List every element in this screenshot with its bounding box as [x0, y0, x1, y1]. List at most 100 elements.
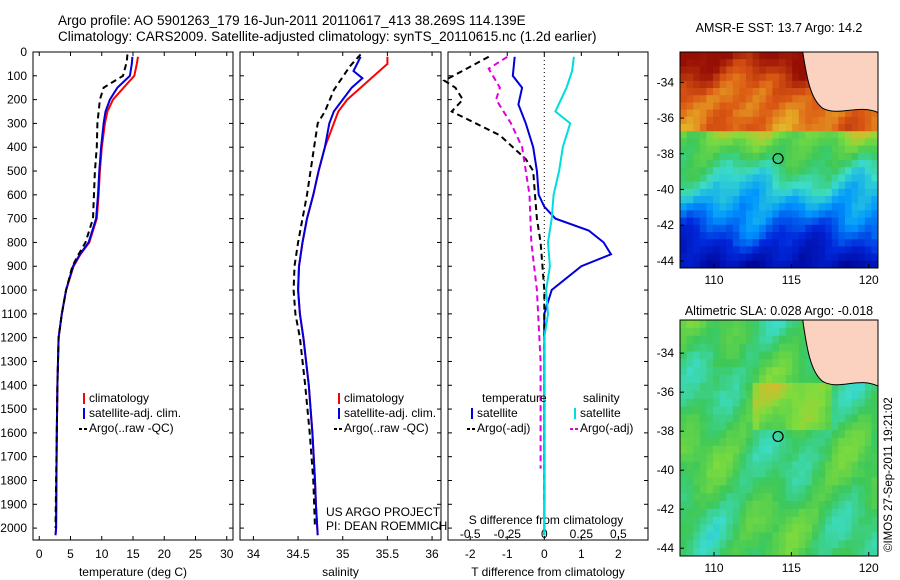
map-cell [686, 422, 694, 431]
map-cell [798, 203, 806, 211]
map-cell [792, 102, 800, 111]
map-cell [713, 239, 721, 247]
map-cell [792, 343, 800, 353]
map-cell [864, 181, 872, 190]
map-cell [726, 102, 734, 111]
map-cell [792, 138, 800, 147]
map-frame [679, 51, 879, 269]
map-x-tick-label: 120 [859, 561, 879, 575]
map-cell [864, 152, 872, 161]
legend-entry: climatology [344, 391, 404, 405]
map-cell [726, 88, 734, 96]
map-cell [805, 398, 813, 408]
map-cell [792, 124, 800, 132]
map-cell [739, 95, 747, 103]
legend-entry: climatology [89, 391, 149, 405]
map-cell [726, 217, 734, 226]
map-cell [812, 524, 820, 533]
map-cell [785, 430, 793, 439]
map-cell [812, 516, 820, 526]
map-cell [798, 390, 806, 400]
map-cell [818, 382, 826, 392]
map-cell [693, 390, 701, 400]
map-cell [785, 320, 793, 329]
map-cell [779, 109, 787, 118]
map-cell [759, 145, 767, 154]
map-cell [726, 375, 734, 384]
map-cell [726, 131, 734, 139]
map-cell [838, 548, 846, 556]
map-cell [772, 167, 780, 175]
map-cell [779, 375, 787, 384]
map-cell [759, 500, 767, 510]
map-cell [746, 398, 754, 408]
map-cell [706, 232, 714, 240]
map-cell [726, 438, 734, 447]
map-cell [805, 160, 813, 168]
map-cell [732, 390, 740, 400]
map-cell [739, 174, 747, 183]
map-cell [713, 548, 721, 556]
map-cell [719, 181, 727, 190]
map-cell [746, 188, 754, 197]
map-cell [798, 138, 806, 147]
map-cell [746, 239, 754, 247]
map-cell [831, 109, 839, 118]
map-cell [772, 406, 780, 415]
series-sat-salinity [543, 56, 575, 536]
map-cell [785, 422, 793, 431]
map-cell [686, 232, 694, 240]
map-cell [864, 217, 872, 226]
map-cell [805, 188, 813, 197]
map-cell [858, 217, 866, 226]
map-cell [732, 406, 740, 415]
map-cell [831, 406, 839, 415]
map-cell [785, 124, 793, 132]
map-cell [818, 116, 826, 125]
x-tick-label: 35 [336, 547, 350, 561]
map-y-tick-label: -38 [657, 424, 675, 438]
map-cell [858, 524, 866, 533]
map-cell [772, 80, 780, 89]
map-cell [699, 138, 707, 147]
map-cell [686, 152, 694, 161]
map-cell [699, 367, 707, 376]
map-cell [792, 532, 800, 541]
map-cell [851, 500, 859, 510]
map-cell [845, 116, 853, 125]
map-cell [752, 438, 760, 447]
map-cell [765, 160, 773, 168]
map-cell [713, 138, 721, 147]
map-cell [825, 453, 833, 463]
map-cell [732, 532, 740, 541]
map-cell [871, 398, 878, 408]
map-cell [765, 188, 773, 197]
map-cell [818, 145, 826, 154]
map-cell [779, 181, 787, 190]
map-cell [845, 246, 853, 255]
map-cell [752, 203, 760, 211]
map-cell [680, 174, 688, 183]
map-cell [693, 131, 701, 139]
map-cell [851, 174, 859, 183]
map-cell [732, 109, 740, 118]
map-cell [812, 500, 820, 510]
map-cell [838, 116, 846, 125]
map-cell [825, 109, 833, 118]
map-cell [693, 422, 701, 431]
map-cell [831, 453, 839, 463]
map-cell [792, 109, 800, 118]
map-cell [812, 203, 820, 211]
map-cell [765, 109, 773, 118]
map-y-tick-label: -36 [657, 111, 675, 125]
map-cell [851, 382, 859, 392]
map-cell [838, 508, 846, 518]
map-cell [871, 469, 878, 478]
map-cell [686, 461, 694, 471]
map-cell [825, 217, 833, 226]
map-cell [726, 253, 734, 262]
map-cell [686, 477, 694, 486]
map-cell [686, 516, 694, 526]
map-cell [719, 188, 727, 197]
map-cell [864, 210, 872, 219]
